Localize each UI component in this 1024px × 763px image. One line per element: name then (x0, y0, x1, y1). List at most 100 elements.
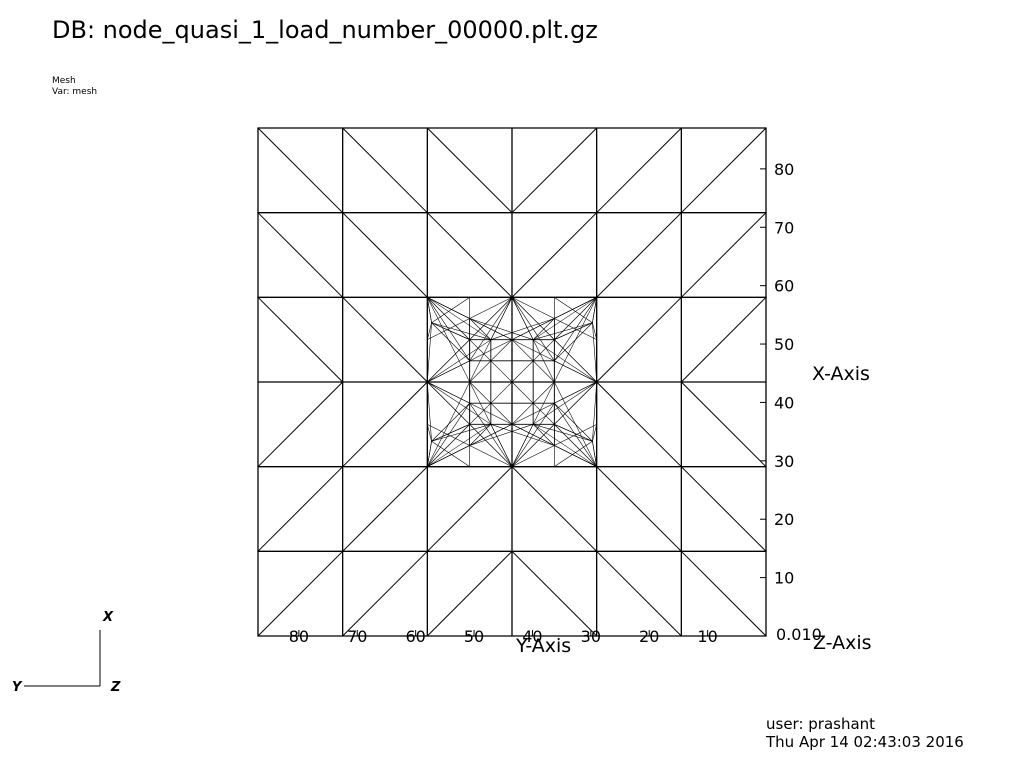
mesh-edge (554, 297, 597, 383)
mesh-edge (680, 296, 767, 383)
mesh-edge (592, 381, 597, 442)
triad-x-label: X (102, 610, 114, 625)
mesh-edge (469, 318, 534, 340)
mesh-edge (511, 339, 534, 362)
database-title: DB: node_quasi_1_load_number_00000.plt.g… (52, 16, 598, 44)
mesh-edge (511, 402, 555, 467)
mesh-edge (554, 322, 593, 362)
mesh-edge (490, 318, 555, 340)
mesh-edge (431, 424, 470, 442)
plot-variable-label: Var: mesh (52, 87, 98, 97)
y-axis-tick-label: 60 (405, 627, 425, 646)
mesh-edge (490, 381, 513, 404)
mesh-edge (554, 339, 597, 383)
x-axis-tick-label: 30 (774, 452, 794, 471)
mesh-edge (511, 550, 598, 637)
mesh-edge (257, 381, 344, 468)
mesh-edge (592, 297, 597, 324)
mesh-edge (427, 381, 470, 467)
mesh-edge (532, 339, 555, 362)
mesh-edge (511, 424, 555, 467)
z-axis-label: Z-Axis (813, 632, 872, 654)
mesh-edge (431, 297, 470, 324)
mesh-edge (469, 297, 513, 319)
mesh-edge (554, 402, 593, 442)
x-axis-tick-label: 40 (774, 393, 794, 412)
mesh-edge (469, 339, 492, 362)
y-axis-tick-label: 70 (347, 627, 367, 646)
mesh-edge (426, 127, 513, 214)
mesh-edge (511, 297, 534, 340)
axis-annotations: 10 20 30 40 50 60 70 80 10 20 30 40 50 60 70 80 (289, 160, 795, 646)
mesh-edge (592, 322, 597, 383)
mesh-edge (427, 297, 470, 340)
mesh-edge (342, 212, 428, 298)
mesh-edge (342, 381, 428, 468)
mesh-edge (490, 402, 513, 425)
mesh-edge (554, 402, 597, 467)
mesh-edge (469, 402, 492, 425)
x-axis-tick-label: 70 (774, 218, 794, 237)
mesh-edge (511, 297, 555, 340)
plot-legend: Mesh Var: mesh (52, 76, 97, 98)
mesh-edge (680, 550, 767, 637)
mesh-edge (427, 381, 470, 404)
render-timestamp: Thu Apr 14 02:43:03 2016 (766, 733, 964, 751)
mesh-edge (427, 381, 470, 425)
mesh-edge (427, 297, 470, 362)
y-axis-tick-label: 40 (522, 627, 542, 646)
mesh-edge (596, 466, 682, 552)
mesh-edge (511, 297, 555, 319)
mesh-edge (680, 466, 767, 552)
mesh-edge (257, 212, 344, 298)
orientation-triad: X Y Z (12, 610, 121, 695)
mesh-edge (427, 424, 470, 467)
user-info: user: prashant Thu Apr 14 02:43:03 2016 (766, 715, 964, 751)
mesh-edge (532, 402, 555, 425)
mesh-edge (532, 297, 597, 340)
user-name: user: prashant (766, 715, 876, 733)
x-axis-tick-label: 50 (774, 335, 794, 354)
mesh-edge (469, 381, 492, 404)
y-axis-tick-label: 80 (289, 627, 309, 646)
mesh-edge (427, 339, 470, 383)
mesh-edge (596, 296, 682, 383)
mesh-edge (431, 322, 470, 362)
mesh-edge (490, 339, 513, 362)
mesh-edge (342, 127, 428, 214)
mesh-edge (596, 381, 682, 468)
mesh-edge (490, 424, 555, 446)
mesh-edge (426, 466, 513, 552)
x-axis-label: X-Axis (812, 363, 870, 385)
mesh-edge (511, 127, 598, 214)
mesh-edge (596, 127, 682, 214)
mesh-edge (511, 424, 534, 467)
mesh-edge (554, 381, 597, 425)
mesh-edge (469, 297, 513, 340)
mesh-edge (257, 127, 344, 214)
mesh-edge (469, 297, 513, 362)
mesh-edge (426, 550, 513, 637)
mesh-edge (680, 212, 767, 298)
mesh-edge (554, 424, 593, 442)
z-axis-tick-overlap: 0.010 (776, 625, 822, 644)
x-axis-tick-label: 80 (774, 160, 794, 179)
mesh-edge (592, 322, 597, 340)
mesh-edge (431, 322, 470, 340)
mesh-edge (680, 381, 767, 468)
mesh-edge (554, 297, 597, 340)
mesh-edge (554, 440, 593, 467)
y-axis-label: Y-Axis (515, 635, 571, 657)
y-axis-tick-label: 10 (697, 627, 717, 646)
mesh-edge (511, 212, 598, 298)
mesh-edge (511, 297, 597, 340)
mesh-edge (680, 127, 767, 214)
mesh-edge (469, 424, 534, 446)
mesh-grid (257, 127, 767, 637)
mesh-edge (427, 297, 492, 340)
mesh-edge (592, 424, 597, 442)
mesh-edge (532, 424, 597, 467)
mesh-edge (469, 360, 492, 383)
y-axis-tick-label: 50 (464, 627, 484, 646)
